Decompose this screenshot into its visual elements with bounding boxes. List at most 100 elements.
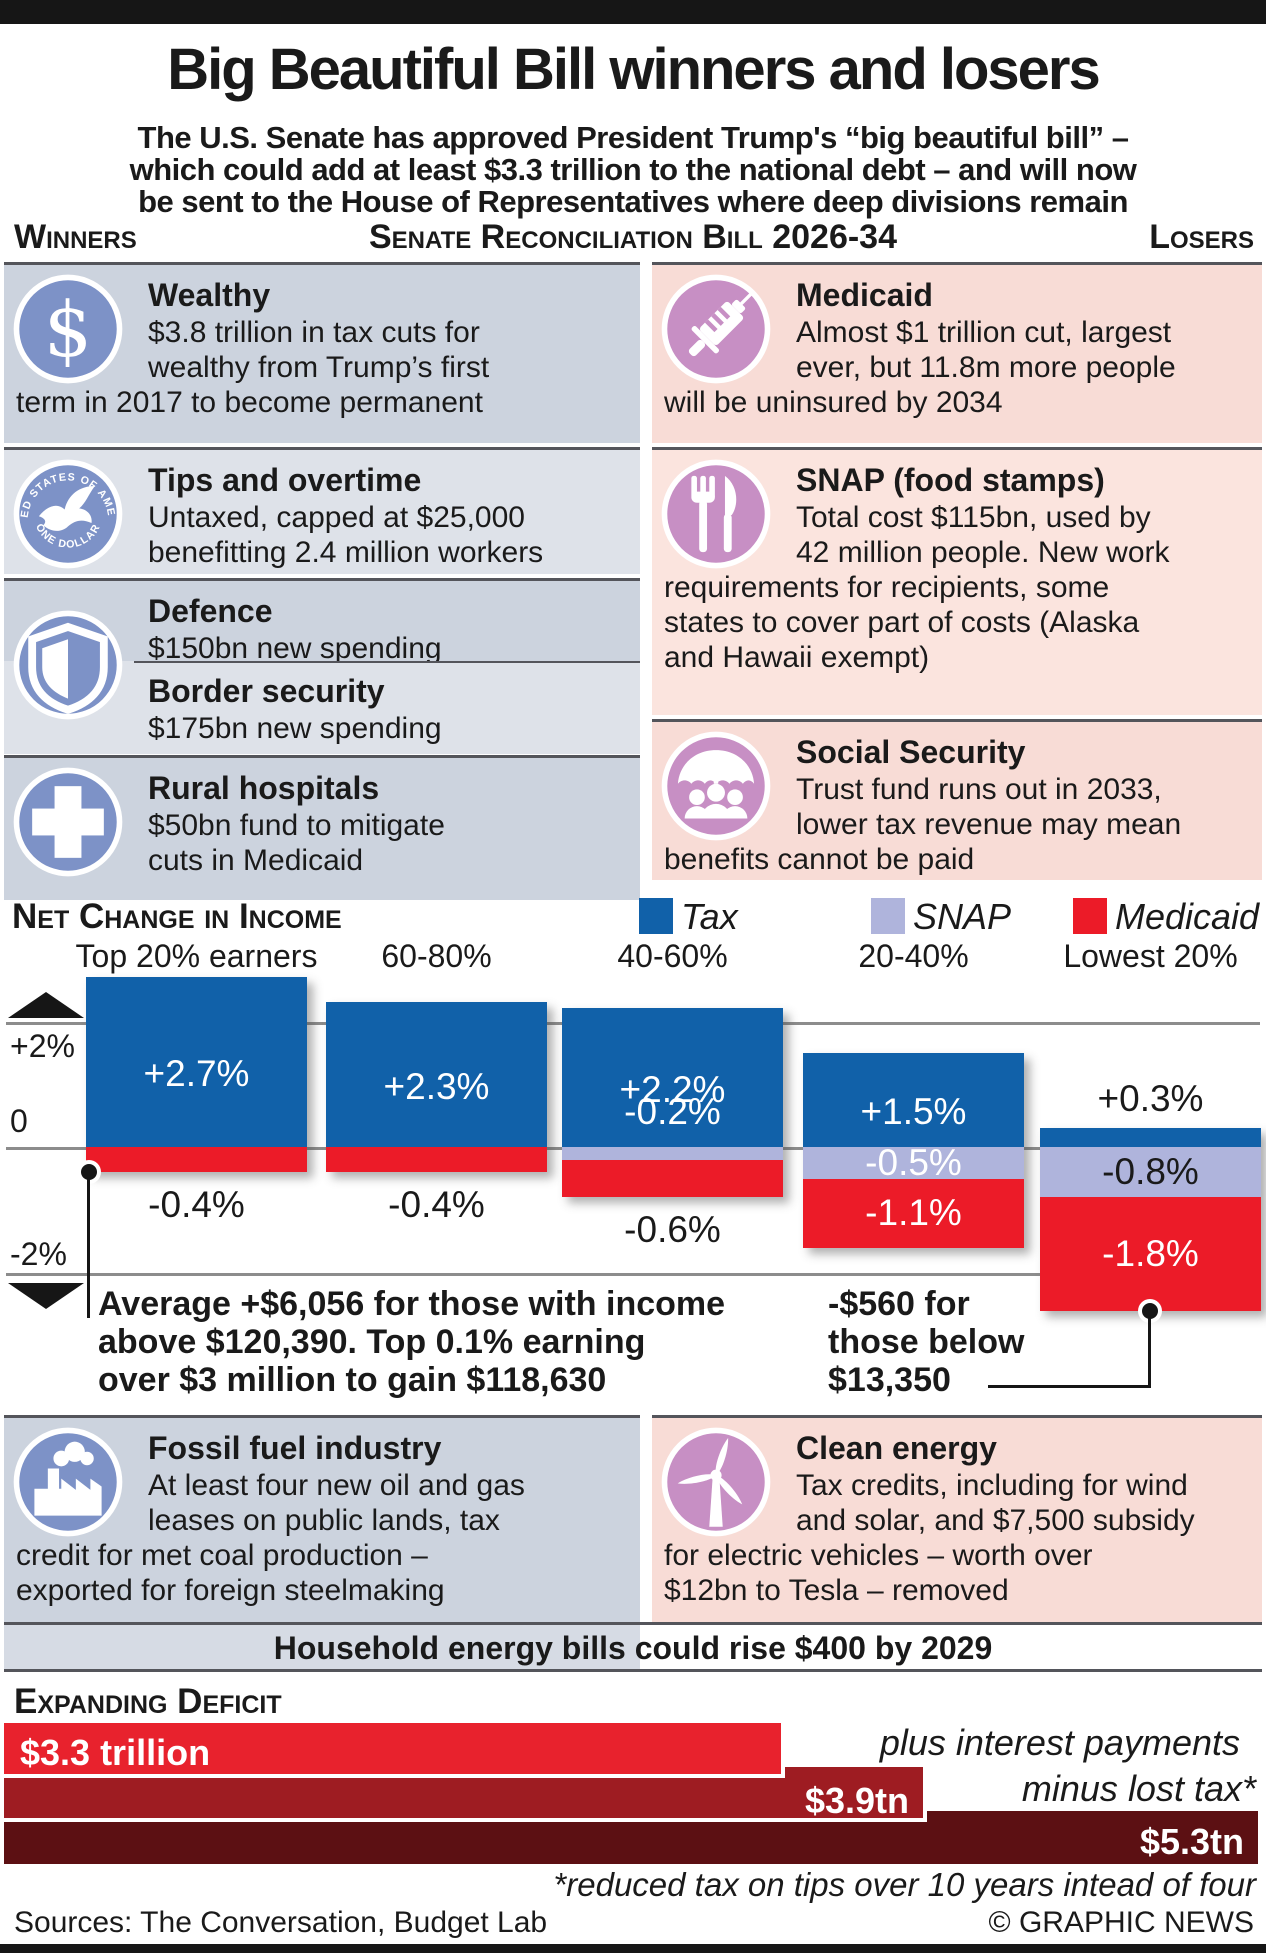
- panel-medicaid: Medicaid Almost $1 trillion cut, largest e…: [652, 262, 1262, 443]
- bar-value-label: -1.1%: [865, 1192, 962, 1234]
- panel-title: Wealthy: [148, 277, 271, 313]
- energy-bills-note: Household energy bills could rise $400 b…: [273, 1630, 993, 1666]
- panel-fossil-fuel-industry: Fossil fuel industry At least four new oi…: [4, 1415, 640, 1622]
- bar-value-label: -0.8%: [1102, 1151, 1199, 1193]
- shield-icon: [12, 609, 124, 721]
- ytick-plus2: +2%: [10, 1028, 75, 1064]
- medicaid-label: Medicaid: [1115, 896, 1260, 937]
- bar-value-label: +1.5%: [860, 1090, 967, 1132]
- annotation-line-text: above $120,390. Top 0.1% earning: [98, 1323, 646, 1361]
- panel-title: Medicaid: [796, 277, 933, 313]
- wind-turbine-icon: [660, 1426, 772, 1538]
- panel-text-line: term in 2017 to become permanent: [16, 386, 483, 419]
- panel-title: Rural hospitals: [148, 770, 380, 806]
- bar-group: +2.3%: [326, 1002, 547, 1173]
- bar-segment-medicaid: [86, 1146, 307, 1173]
- winners-column: $ Wealthy $3.8 trillion in tax cuts for wea…: [4, 262, 640, 904]
- bar-group: +2.2% -0.2%: [562, 1008, 783, 1198]
- annotation-line-left: [87, 1172, 90, 1318]
- bottom-accent-bar: [0, 1944, 1266, 1953]
- deficit-bar-label: $5.3tn: [1139, 1821, 1244, 1862]
- bar-value-label: -0.5%: [865, 1141, 962, 1183]
- bar-segment-medicaid: [326, 1146, 547, 1173]
- energy-band-left-bg: [4, 1625, 640, 1669]
- legend-medicaid: Medicaid: [1073, 896, 1266, 937]
- dollar-sign-icon: $: [12, 273, 124, 385]
- ytick-zero: 0: [10, 1103, 28, 1139]
- panel-title: SNAP (food stamps): [796, 462, 1105, 498]
- bar-value-label: +2.2%: [619, 1068, 726, 1110]
- panel-text-line: will be uninsured by 2034: [664, 386, 1003, 419]
- tax-label: Tax: [681, 896, 738, 937]
- annotation-line-right-vertical: [1148, 1311, 1151, 1388]
- bar-segment-tax: [803, 1052, 1024, 1147]
- ytick-minus2: -2%: [10, 1236, 67, 1272]
- category-label: 60-80%: [381, 938, 492, 974]
- axis-arrow-up-icon: [8, 992, 84, 1018]
- panel-wealthy: $ Wealthy $3.8 trillion in tax cuts for wea…: [4, 262, 640, 443]
- dollar-coin-icon: UNITED STATES OF AMERICAONE DOLLAR: [12, 458, 124, 570]
- subtitle-line: be sent to the House of Representatives …: [138, 184, 1128, 219]
- panel-text-line: and Hawaii exempt): [664, 641, 930, 674]
- annotation-line-right-horizontal: [988, 1385, 1150, 1388]
- bar-segment-snap: [1040, 1146, 1261, 1198]
- syringe-icon: [660, 273, 772, 385]
- deficit-note-lost-tax: minus lost tax*: [1021, 1768, 1256, 1809]
- annotation-line-text: over $3 million to gain $118,630: [98, 1361, 607, 1399]
- panel-text-line: states to cover part of costs (Alaska: [664, 606, 1140, 639]
- legend-tax: Tax: [639, 896, 879, 937]
- subtitle-line: The U.S. Senate has approved President T…: [137, 120, 1129, 155]
- panel-title: Clean energy: [796, 1430, 997, 1466]
- deficit-footnote: *reduced tax on tips over 10 years intea…: [553, 1866, 1256, 1903]
- panel-title: Social Security: [796, 734, 1026, 770]
- panel-title: Fossil fuel industry: [148, 1430, 442, 1466]
- column-headers: Winners Senate Reconciliation Bill 2026-…: [0, 218, 1266, 258]
- pair-divider: [134, 661, 640, 663]
- snap-label: SNAP: [913, 896, 1012, 937]
- panel-text-line: requirements for recipients, some: [664, 571, 1110, 604]
- panel-text-line: $150bn new spending: [148, 632, 442, 665]
- deficit-title: Expanding Deficit: [14, 1682, 282, 1721]
- panel-text-line: cuts in Medicaid: [148, 844, 364, 877]
- panel-text-line: Almost $1 trillion cut, largest: [796, 316, 1172, 349]
- page-title: Big Beautiful Bill winners and losers: [167, 37, 1101, 102]
- panel-text-line: $3.8 trillion in tax cuts for: [148, 316, 480, 349]
- deficit-bar-label: $3.3 trillion: [20, 1732, 211, 1773]
- umbrella-family-icon: [660, 730, 772, 842]
- bar-segment-snap: [803, 1147, 1024, 1179]
- bar-group: -0.8% -1.8%: [1040, 1128, 1261, 1311]
- chart-title: Net Change in Income: [12, 897, 342, 936]
- panel-snap-food-stamps-: SNAP (food stamps) Total cost $115bn, use…: [652, 447, 1262, 715]
- bar-value-label: -0.4%: [148, 1184, 245, 1226]
- deficit-bar-label: $3.9tn: [804, 1780, 909, 1821]
- panel-text-line: Trust fund runs out in 2033,: [796, 773, 1162, 806]
- losers-header: Losers: [1149, 218, 1254, 256]
- cutlery-icon: [660, 458, 772, 570]
- panel-text-line: $50bn fund to mitigate: [148, 809, 445, 842]
- annotation-lowest-earners: -$560 for those below $13,350: [828, 1285, 1024, 1399]
- gridline-minus2: [6, 1273, 1260, 1276]
- panel-text-line: for electric vehicles – worth over: [664, 1539, 1093, 1572]
- panel-tips-and-overtime: UNITED STATES OF AMERICAONE DOLLAR Tips a…: [4, 447, 640, 574]
- panel-text-line: Total cost $115bn, used by: [796, 501, 1151, 534]
- bar-segment-tax: [1040, 1128, 1261, 1147]
- panel-title: Tips and overtime: [148, 462, 422, 498]
- panel-text-line: benefits cannot be paid: [664, 843, 975, 876]
- bar-value-label: -1.8%: [1102, 1233, 1199, 1275]
- sources-text: Sources: The Conversation, Budget Lab: [14, 1906, 548, 1939]
- category-label: Top 20% earners: [75, 938, 318, 974]
- bar-group: +2.7%: [86, 976, 307, 1173]
- medical-cross-icon: [12, 766, 124, 878]
- subtitle-line: which could add at least $3.3 trillion t…: [129, 152, 1137, 187]
- bar-segment-medicaid: [1040, 1197, 1261, 1311]
- tax-swatch: [639, 898, 673, 934]
- annotation-line-text: Average +$6,056 for those with income: [98, 1285, 726, 1323]
- category-label: 20-40%: [858, 938, 969, 974]
- annotation-line-text: -$560 for: [828, 1285, 970, 1323]
- bar-segment-snap: [562, 1146, 783, 1160]
- panel-social-security: Social Security Trust fund runs out in 20…: [652, 719, 1262, 880]
- panel-clean-energy: Clean energy Tax credits, including for w…: [652, 1415, 1262, 1622]
- panel-text-line: wealthy from Trump’s first: [148, 351, 490, 384]
- bar-value-label: -0.6%: [624, 1209, 721, 1251]
